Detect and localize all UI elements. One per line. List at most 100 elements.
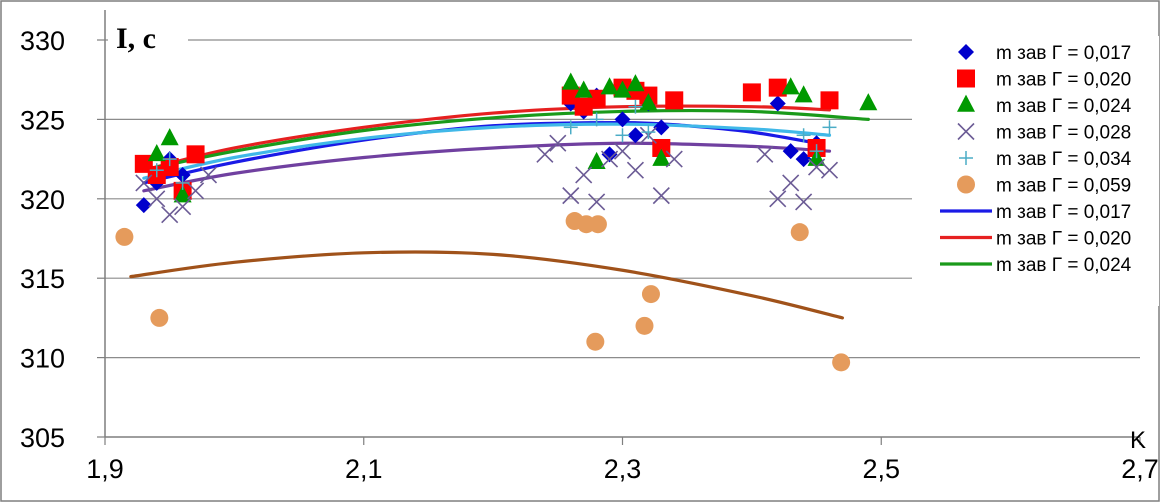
data-point bbox=[769, 95, 786, 112]
data-point bbox=[652, 148, 671, 166]
data-point bbox=[665, 150, 683, 168]
data-point bbox=[135, 174, 153, 192]
data-point bbox=[652, 138, 671, 157]
data-point bbox=[807, 158, 826, 176]
x-tick-label: 2,3 bbox=[604, 454, 642, 484]
data-point bbox=[587, 151, 606, 170]
data-point bbox=[601, 146, 618, 163]
legend-label: m зав Г = 0,020 bbox=[996, 229, 1131, 250]
x-tick-label: 2,5 bbox=[862, 454, 900, 484]
x-tick-label: 2,7 bbox=[1121, 454, 1159, 484]
data-point bbox=[173, 185, 192, 203]
data-points bbox=[115, 72, 878, 372]
data-point bbox=[115, 227, 134, 246]
data-point bbox=[781, 77, 800, 95]
y-axis-label-background bbox=[108, 14, 188, 58]
legend-label: m зав Г = 0,059 bbox=[996, 176, 1131, 197]
data-point bbox=[627, 127, 644, 144]
legend-item: m зав Г = 0,017 bbox=[958, 43, 1131, 64]
data-point bbox=[742, 83, 761, 102]
tick-labels: 305 310 315 320 325 330 1,9 2,1 2,3 2,5 2,7 bbox=[20, 26, 1159, 484]
x-stroke bbox=[600, 150, 619, 168]
data-point bbox=[626, 74, 645, 92]
data-point bbox=[782, 143, 799, 160]
x-tick-label: 1,9 bbox=[86, 454, 124, 484]
series-5-points bbox=[115, 212, 851, 372]
legend-item: m зав Г = 0,020 bbox=[957, 69, 1131, 91]
data-point bbox=[756, 145, 774, 163]
y-tick-label: 310 bbox=[20, 344, 65, 374]
data-point bbox=[186, 145, 205, 164]
data-point bbox=[150, 308, 169, 327]
data-point bbox=[561, 72, 580, 90]
data-point bbox=[135, 197, 152, 214]
x-stroke bbox=[588, 193, 606, 211]
data-point bbox=[575, 166, 593, 184]
x-stroke bbox=[174, 198, 192, 216]
data-point bbox=[641, 285, 660, 304]
data-point bbox=[563, 120, 578, 135]
legend-label: m зав Г = 0,024 bbox=[996, 96, 1132, 117]
data-point bbox=[626, 161, 645, 179]
legend-item: m зав Г = 0,028 bbox=[957, 122, 1131, 144]
data-point bbox=[822, 120, 837, 135]
series-4-points bbox=[149, 99, 837, 190]
legend-item: m зав Г = 0,024 bbox=[957, 94, 1132, 117]
x-stroke bbox=[199, 166, 218, 184]
legend-label: m зав Г = 0,017 bbox=[996, 202, 1131, 223]
data-point bbox=[162, 152, 177, 167]
x-stroke bbox=[549, 134, 567, 152]
trend-lines bbox=[129, 104, 870, 320]
data-point bbox=[174, 198, 192, 216]
data-point bbox=[796, 128, 811, 143]
data-point bbox=[615, 128, 630, 143]
data-point bbox=[769, 190, 787, 208]
x-stroke bbox=[652, 187, 670, 205]
trend-line-series-7 bbox=[142, 104, 832, 172]
data-point bbox=[768, 78, 787, 97]
trend-line-series-11 bbox=[129, 250, 845, 320]
x-stroke bbox=[807, 158, 826, 176]
data-point bbox=[186, 182, 205, 200]
legend-label: m зав Г = 0,024 bbox=[996, 255, 1132, 276]
y-tick-label: 320 bbox=[20, 185, 65, 215]
y-tick-label: 315 bbox=[20, 264, 65, 294]
x-stroke bbox=[957, 122, 975, 141]
data-point bbox=[832, 353, 851, 372]
x-stroke bbox=[135, 174, 153, 192]
data-point bbox=[614, 111, 631, 128]
data-point bbox=[160, 128, 179, 146]
legend-item: m зав Г = 0,020 bbox=[940, 229, 1131, 250]
data-point bbox=[859, 93, 878, 111]
data-point bbox=[613, 80, 632, 98]
data-point bbox=[641, 125, 656, 140]
data-point bbox=[147, 143, 166, 162]
data-point bbox=[149, 163, 164, 178]
x-stroke bbox=[795, 193, 813, 211]
x-stroke bbox=[161, 206, 179, 224]
data-point bbox=[161, 206, 179, 224]
data-point bbox=[600, 77, 619, 95]
series-3-points bbox=[135, 126, 839, 224]
data-point bbox=[809, 144, 824, 159]
x-stroke bbox=[186, 182, 205, 200]
x-stroke bbox=[575, 166, 593, 184]
x-stroke bbox=[769, 190, 787, 208]
x-axis-label: K bbox=[1130, 427, 1146, 454]
trend-line-series-10 bbox=[142, 141, 832, 193]
x-stroke bbox=[536, 145, 554, 163]
x-stroke bbox=[820, 161, 839, 179]
x-stroke bbox=[782, 174, 800, 192]
data-point bbox=[635, 316, 654, 335]
legend-item: m зав Г = 0,034 bbox=[959, 149, 1132, 170]
legend-marker bbox=[957, 69, 975, 88]
legend-item: m зав Г = 0,059 bbox=[957, 175, 1131, 197]
legend-label: m зав Г = 0,028 bbox=[996, 123, 1131, 144]
data-point bbox=[613, 142, 632, 160]
x-tick-label: 2,1 bbox=[345, 454, 383, 484]
trend-line-series-8 bbox=[142, 108, 870, 172]
legend: m зав Г = 0,017 m зав Г = 0,020 m зав Г = … bbox=[940, 43, 1132, 276]
data-point bbox=[589, 112, 604, 127]
legend-item: m зав Г = 0,017 bbox=[940, 202, 1131, 223]
